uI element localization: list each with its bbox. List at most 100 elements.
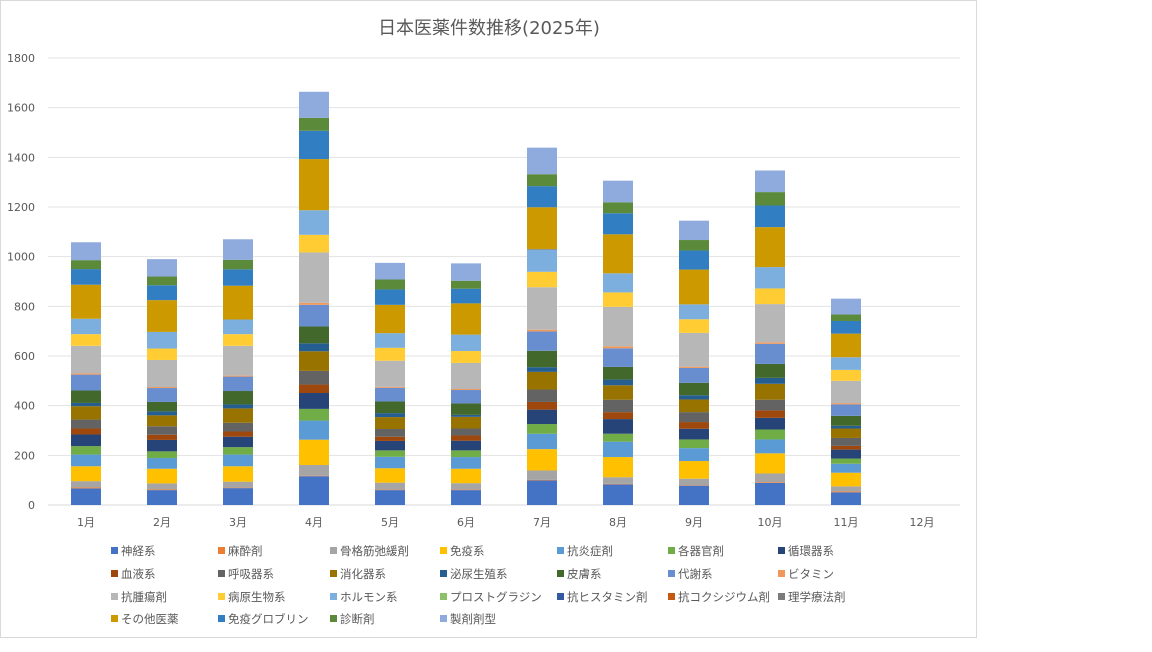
bar-segment-骨格筋弛緩剤 — [375, 483, 405, 490]
x-tick-label: 3月 — [229, 516, 247, 529]
bar-segment-抗炎症剤 — [679, 448, 709, 461]
bar-segment-血液系 — [527, 402, 557, 410]
bar-stack-3月 — [223, 239, 253, 505]
legend-item: 理学療法剤 — [778, 590, 846, 604]
bar-segment-泌尿生殖系 — [71, 403, 101, 406]
bar-segment-代謝系 — [375, 388, 405, 402]
bar-segment-その他医薬 — [71, 285, 101, 319]
bar-segment-皮膚系 — [679, 383, 709, 395]
bar-segment-消化器系 — [223, 408, 253, 422]
legend-label: 抗ヒスタミン剤 — [567, 590, 648, 604]
bar-segment-免疫グロブリン — [755, 206, 785, 228]
bar-segment-代謝系 — [527, 331, 557, 350]
bar-segment-消化器系 — [299, 351, 329, 371]
legend-item: 抗コクシジウム剤 — [668, 590, 770, 604]
x-tick-label: 8月 — [609, 516, 627, 529]
bar-segment-診断剤 — [147, 277, 177, 286]
bar-segment-抗炎症剤 — [603, 442, 633, 457]
bar-segment-麻酔剤 — [71, 487, 101, 488]
bar-segment-免疫系 — [831, 473, 861, 487]
x-tick-label: 2月 — [153, 516, 171, 529]
bar-segment-抗炎症剤 — [831, 464, 861, 473]
legend-swatch — [111, 593, 118, 600]
legend-label: 皮膚系 — [567, 567, 602, 581]
bar-segment-製剤剤型 — [451, 263, 481, 280]
legend-swatch — [557, 547, 564, 554]
bar-segment-各器官剤 — [831, 459, 861, 464]
legend-swatch — [668, 547, 675, 554]
bar-segment-抗炎症剤 — [527, 434, 557, 449]
y-tick-label: 0 — [28, 499, 35, 512]
bar-segment-消化器系 — [527, 372, 557, 390]
bar-segment-麻酔剤 — [147, 489, 177, 490]
bar-segment-神経系 — [679, 486, 709, 505]
bar-segment-その他医薬 — [299, 159, 329, 210]
legend-item: プロストグラジン — [440, 590, 542, 604]
bar-segment-病原生物系 — [451, 351, 481, 363]
bar-segment-骨格筋弛緩剤 — [451, 483, 481, 489]
bar-segment-代謝系 — [679, 368, 709, 383]
legend-label: 代謝系 — [678, 567, 713, 581]
legend-swatch — [778, 547, 785, 554]
bar-segment-泌尿生殖系 — [527, 367, 557, 372]
bar-segment-神経系 — [375, 490, 405, 505]
legend-swatch — [440, 570, 447, 577]
bar-segment-ホルモン系 — [223, 319, 253, 334]
legend-swatch — [218, 593, 225, 600]
bar-segment-骨格筋弛緩剤 — [603, 477, 633, 484]
bar-segment-呼吸器系 — [679, 412, 709, 422]
bar-segment-免疫系 — [451, 469, 481, 483]
bar-segment-免疫系 — [527, 449, 557, 470]
legend-swatch — [218, 547, 225, 554]
bar-segment-皮膚系 — [755, 364, 785, 378]
bar-segment-消化器系 — [679, 399, 709, 412]
bar-segment-循環器系 — [831, 450, 861, 459]
legend-item: ホルモン系 — [330, 590, 398, 604]
bar-stack-8月 — [603, 181, 633, 505]
bar-segment-骨格筋弛緩剤 — [831, 486, 861, 491]
bar-segment-その他医薬 — [147, 300, 177, 332]
bar-segment-骨格筋弛緩剤 — [527, 470, 557, 479]
bar-segment-ホルモン系 — [299, 210, 329, 235]
legend-swatch — [440, 593, 447, 600]
bar-segment-各器官剤 — [451, 450, 481, 457]
bar-segment-皮膚系 — [299, 326, 329, 343]
bar-segment-病原生物系 — [223, 334, 253, 346]
bar-segment-各器官剤 — [375, 450, 405, 456]
bar-segment-皮膚系 — [451, 403, 481, 414]
bar-segment-抗腫瘍剤 — [603, 307, 633, 346]
legend-label: 製剤剤型 — [450, 612, 496, 626]
bar-segment-病原生物系 — [527, 272, 557, 287]
bar-segment-骨格筋弛緩剤 — [679, 479, 709, 485]
y-tick-label: 600 — [14, 350, 35, 363]
bar-segment-ホルモン系 — [451, 335, 481, 351]
legend-swatch — [440, 615, 447, 622]
bar-segment-製剤剤型 — [223, 239, 253, 260]
legend-label: プロストグラジン — [450, 590, 542, 604]
bar-segment-神経系 — [71, 488, 101, 505]
bar-segment-ビタミン — [375, 387, 405, 388]
bar-segment-免疫グロブリン — [527, 186, 557, 207]
bar-segment-血液系 — [451, 435, 481, 440]
bar-segment-診断剤 — [755, 192, 785, 205]
bar-segment-血液系 — [831, 446, 861, 450]
bar-segment-免疫系 — [71, 466, 101, 481]
legend-label: 呼吸器系 — [228, 567, 274, 581]
bar-segment-消化器系 — [147, 415, 177, 426]
y-tick-label: 1200 — [7, 201, 35, 214]
bar-stack-7月 — [527, 148, 557, 505]
bar-segment-病原生物系 — [375, 348, 405, 361]
legend-item: 病原生物系 — [218, 590, 286, 604]
legend-label: 抗炎症剤 — [567, 544, 613, 558]
legend-item: 抗ヒスタミン剤 — [557, 590, 648, 604]
bar-segment-泌尿生殖系 — [451, 415, 481, 417]
legend-swatch — [778, 593, 785, 600]
bar-segment-ビタミン — [451, 389, 481, 390]
bar-segment-製剤剤型 — [375, 263, 405, 280]
legend-label: 各器官剤 — [678, 544, 724, 558]
bar-segment-ホルモン系 — [527, 250, 557, 272]
bar-segment-麻酔剤 — [755, 482, 785, 483]
bar-segment-ホルモン系 — [71, 319, 101, 334]
bar-segment-各器官剤 — [299, 409, 329, 421]
